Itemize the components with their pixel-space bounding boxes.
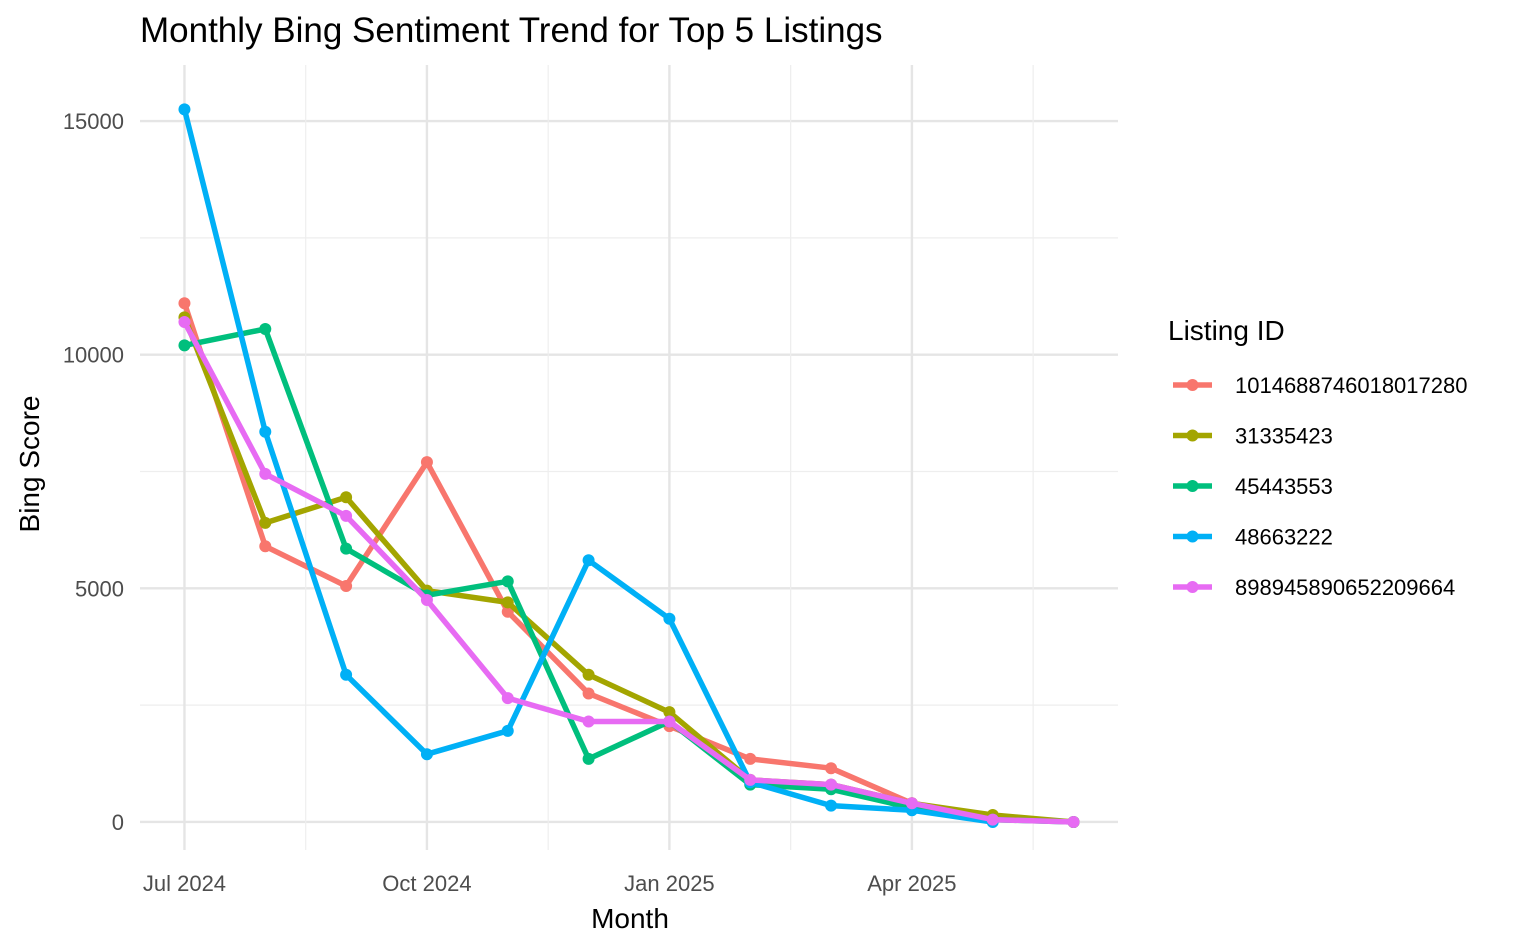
data-point: [663, 612, 676, 625]
data-point: [986, 813, 999, 826]
data-point: [259, 516, 272, 529]
legend: Listing ID 1014688746018017280 31335423 45…: [1168, 315, 1467, 600]
data-point: [178, 339, 191, 352]
data-point: [905, 797, 918, 810]
data-point: [340, 509, 353, 522]
data-point: [501, 575, 514, 588]
data-point: [744, 752, 757, 765]
legend-item: 31335423: [1173, 424, 1333, 449]
legend-title: Listing ID: [1168, 315, 1285, 346]
data-point: [259, 467, 272, 480]
y-tick-label: 5000: [75, 576, 124, 601]
legend-key-point: [1186, 429, 1199, 442]
legend-item: 45443553: [1173, 474, 1333, 499]
legend-label: 898945890652209664: [1235, 575, 1455, 600]
data-point: [178, 297, 191, 310]
series-line: [182, 320, 1074, 825]
data-point: [340, 668, 353, 681]
x-tick-label: Jan 2025: [624, 871, 715, 896]
data-point: [825, 799, 838, 812]
data-point: [663, 715, 676, 728]
data-point: [744, 773, 757, 786]
x-axis-title: Month: [591, 903, 669, 934]
data-point: [340, 491, 353, 504]
data-point: [663, 706, 676, 719]
data-point: [825, 762, 838, 775]
data-point: [259, 540, 272, 553]
legend-label: 31335423: [1235, 424, 1333, 449]
y-axis-title: Bing Score: [14, 396, 45, 533]
x-tick-label: Oct 2024: [382, 871, 471, 896]
data-point: [582, 668, 595, 681]
data-point: [825, 778, 838, 791]
data-point: [501, 692, 514, 705]
legend-item: 1014688746018017280: [1173, 373, 1467, 398]
legend-key-point: [1186, 379, 1199, 391]
series-line: [183, 326, 1074, 825]
data-point: [340, 579, 353, 592]
x-tick-label: Jul 2024: [143, 871, 226, 896]
legend-item: 898945890652209664: [1173, 575, 1455, 600]
data-point: [582, 687, 595, 700]
data-point: [178, 103, 191, 116]
y-tick-label: 10000: [63, 343, 124, 368]
data-point: [582, 715, 595, 728]
series-line: [181, 302, 1074, 825]
legend-key-point: [1186, 581, 1199, 593]
y-tick-label: 15000: [63, 109, 124, 134]
data-point: [178, 315, 191, 328]
data-point: [582, 554, 595, 567]
x-axis-tick-labels: Jul 2024 Oct 2024 Jan 2025 Apr 2025: [143, 871, 957, 896]
grid-lines: [140, 65, 1118, 850]
data-point: [1067, 815, 1080, 828]
data-point: [340, 542, 353, 555]
series-layer: [178, 103, 1080, 828]
y-tick-label: 0: [112, 810, 124, 835]
x-tick-label: Apr 2025: [867, 871, 956, 896]
legend-label: 45443553: [1235, 474, 1333, 499]
chart-title: Monthly Bing Sentiment Trend for Top 5 L…: [140, 11, 883, 50]
series-5: [178, 315, 1080, 828]
data-point: [420, 594, 433, 607]
data-point: [259, 323, 272, 336]
data-point: [501, 596, 514, 609]
data-point: [582, 752, 595, 765]
data-point: [501, 724, 514, 737]
data-point: [420, 456, 433, 469]
plot-area: [140, 65, 1118, 850]
legend-items: 1014688746018017280 31335423 45443553 48663…: [1173, 373, 1467, 600]
legend-key-point: [1186, 480, 1199, 492]
legend-key-point: [1186, 530, 1199, 543]
data-point: [259, 425, 272, 438]
y-axis-tick-labels: 0 5000 10000 15000: [63, 109, 124, 835]
legend-label: 48663222: [1235, 525, 1333, 550]
legend-label: 1014688746018017280: [1235, 373, 1467, 398]
data-point: [420, 748, 433, 761]
series-1: [178, 297, 1080, 828]
legend-item: 48663222: [1173, 525, 1333, 550]
